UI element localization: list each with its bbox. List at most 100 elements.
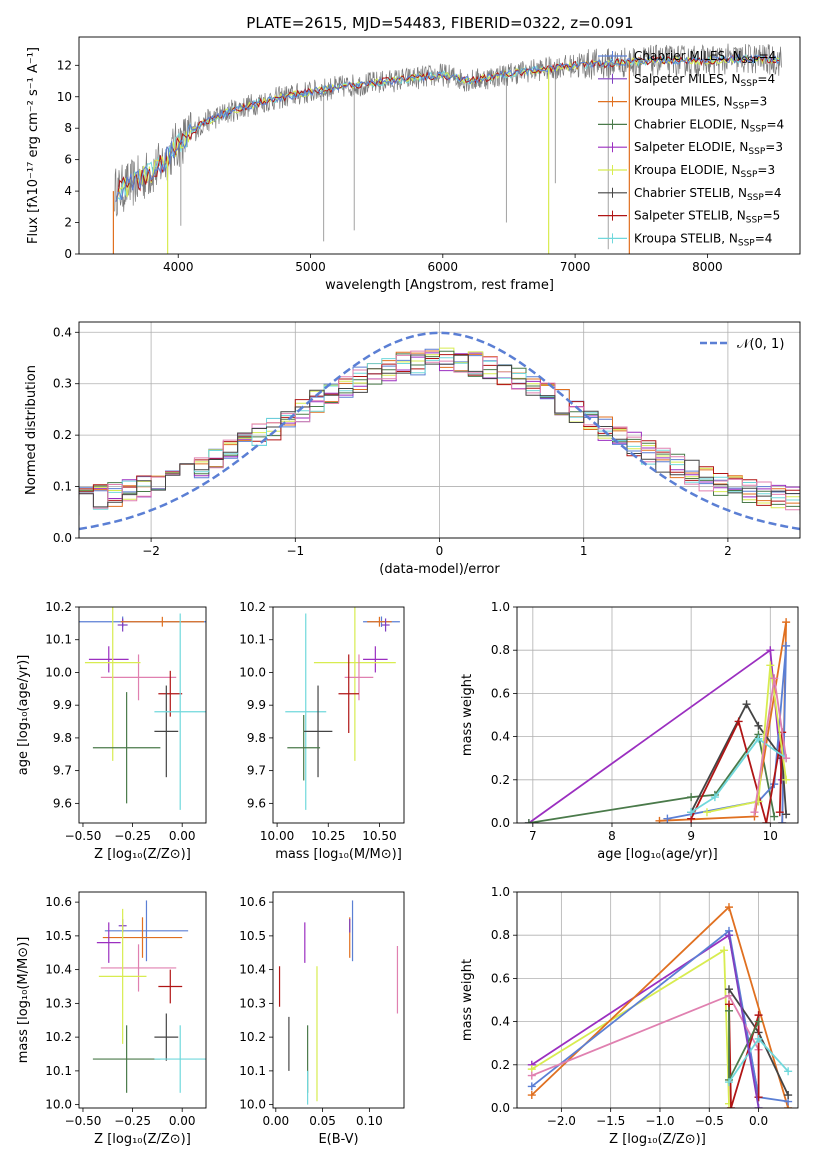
legend-entry: Salpeter STELIB, NSSP=5 (634, 209, 780, 226)
x-tick-label: 0.0 (749, 1114, 768, 1128)
plus-marker (524, 819, 533, 823)
legend-entry: Chabrier MILES, NSSP=4 (634, 49, 776, 66)
y-tick-label: 9.6 (247, 796, 266, 810)
y-tick-label: 10.4 (45, 963, 72, 977)
x-axis-label: mass [log₁₀(M/M⊙)] (275, 847, 402, 862)
legend-entry: Chabrier ELODIE, NSSP=4 (634, 117, 784, 134)
plot-area (527, 903, 793, 1108)
y-tick-label: 9.7 (247, 764, 266, 778)
plus-marker (762, 819, 771, 823)
y-tick-label: 0.0 (53, 531, 72, 545)
plus-marker (754, 721, 763, 730)
y-axis-label: mass weight (460, 959, 475, 1041)
plus-marker (784, 1067, 793, 1076)
y-tick-label: 10.5 (239, 929, 266, 943)
plus-marker (687, 793, 696, 802)
plot-area (524, 618, 791, 823)
y-tick-label: 0.2 (491, 1058, 510, 1072)
x-axis-label: (data-model)/error (379, 562, 500, 577)
y-tick-label: 0 (64, 247, 72, 261)
y-tick-label: 0.3 (53, 377, 72, 391)
plus-marker (655, 816, 664, 823)
x-tick-label: 0.10 (356, 1114, 383, 1128)
plus-marker (782, 810, 791, 819)
axes-frame (78, 321, 801, 539)
plus-marker (724, 1006, 733, 1015)
y-axis-label: mass [log₁₀(M/M⊙)] (16, 937, 31, 1064)
y-tick-label: 9.9 (247, 698, 266, 712)
plus-marker (770, 674, 779, 683)
plot-area (285, 607, 400, 810)
y-tick-label: 1.0 (491, 600, 510, 614)
plus-marker (726, 1104, 735, 1108)
axes-frame (516, 891, 799, 1109)
plus-marker (766, 661, 775, 670)
plus-marker (724, 931, 733, 940)
legend-entry: Chabrier STELIB, NSSP=4 (634, 186, 782, 203)
x-tick-label: −0.5 (695, 1114, 724, 1128)
y-axis-label: Normed distribution (24, 365, 39, 495)
y-tick-label: 0.2 (491, 773, 510, 787)
plus-marker (527, 1071, 536, 1080)
plus-marker (766, 646, 775, 655)
x-tick-label: 1 (580, 544, 588, 558)
residual-panel: −2 −1 0 1 2 0.0 0.1 0.2 0.3 0.4 (data-model)/error… (24, 321, 801, 577)
x-tick-label: 10.00 (260, 829, 294, 843)
y-tick-label: 0.1 (53, 480, 72, 494)
plot-area (112, 43, 782, 254)
plot-area (92, 900, 206, 1093)
plus-marker (687, 808, 696, 817)
plot-area (79, 331, 800, 531)
y-tick-label: 0.2 (53, 428, 72, 442)
y-tick-label: 9.6 (53, 796, 72, 810)
y-tick-label: 10.0 (239, 1098, 266, 1112)
plus-marker (724, 985, 733, 994)
legend-entry: 𝒩(0, 1) (737, 337, 784, 352)
plus-marker (720, 946, 729, 955)
plus-marker (782, 775, 791, 784)
x-tick-label: 10 (763, 829, 778, 843)
y-tick-label: 0.0 (491, 1101, 510, 1115)
x-tick-label: 6000 (428, 260, 459, 274)
plus-marker (527, 1091, 536, 1100)
plus-marker (742, 700, 751, 709)
y-tick-label: 0.6 (491, 971, 510, 985)
plus-marker (724, 1078, 733, 1087)
x-tick-label: 9 (687, 829, 695, 843)
mass-weight-line (690, 737, 787, 813)
mass-weight-panel: 7 8 9 10 0.0 0.2 0.4 0.6 0.8 1.0 age [log₁₀(age/yr… (460, 600, 799, 862)
y-tick-label: 9.8 (53, 731, 72, 745)
axes-frame (78, 891, 207, 1109)
x-tick-label: −0.25 (114, 829, 151, 843)
axes-frame (78, 606, 207, 824)
plus-marker (734, 717, 743, 726)
plus-marker (663, 814, 672, 823)
x-tick-label: 0.00 (262, 1114, 289, 1128)
x-tick-label: 7000 (560, 260, 591, 274)
x-tick-label: 10.50 (362, 829, 396, 843)
model-spectrum-line (115, 55, 780, 203)
x-tick-label: −1.5 (596, 1114, 625, 1128)
errorbar-panel: −0.50 −0.25 0.00 10.0 10.1 10.2 10.3 10.4 10.5 10… (16, 891, 207, 1147)
legend-entry: Kroupa STELIB, NSSP=4 (634, 231, 772, 248)
x-axis-label: E(B-V) (318, 1132, 358, 1147)
x-axis-label: wavelength [Angstrom, rest frame] (325, 278, 554, 293)
y-tick-label: 0.0 (491, 816, 510, 830)
axes-frame (78, 36, 801, 255)
x-tick-label: −0.50 (65, 829, 102, 843)
plus-marker (754, 1104, 763, 1108)
y-tick-label: 12 (57, 58, 72, 72)
x-tick-label: 8 (608, 829, 616, 843)
y-tick-label: 0.8 (491, 643, 510, 657)
plus-marker (778, 819, 787, 823)
mass-weight-line (528, 732, 776, 823)
x-tick-label: −0.25 (114, 1114, 151, 1128)
x-axis-label: age [log₁₀(age/yr)] (597, 847, 718, 862)
plus-marker (770, 812, 779, 821)
residual-histogram (79, 350, 800, 516)
x-tick-label: −2 (142, 544, 160, 558)
y-tick-label: 2 (64, 216, 72, 230)
figure-title: PLATE=2615, MJD=54483, FIBERID=0322, z=0… (246, 14, 633, 32)
y-tick-label: 10.0 (45, 1098, 72, 1112)
mass-weight-line (690, 718, 784, 823)
